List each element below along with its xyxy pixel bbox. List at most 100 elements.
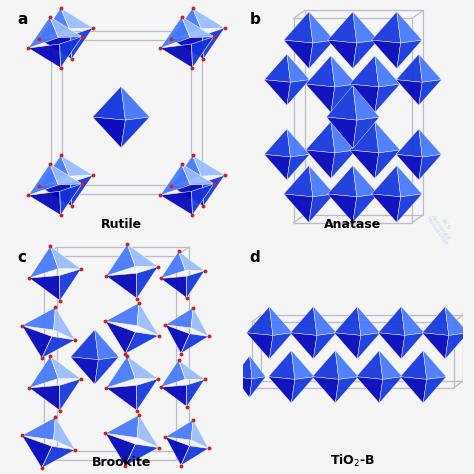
Polygon shape <box>335 350 358 379</box>
Polygon shape <box>234 356 252 379</box>
Polygon shape <box>106 244 135 276</box>
Polygon shape <box>312 377 339 403</box>
Polygon shape <box>309 194 334 222</box>
Polygon shape <box>264 54 291 82</box>
Polygon shape <box>350 55 379 87</box>
Polygon shape <box>372 165 401 197</box>
Polygon shape <box>419 155 442 180</box>
Polygon shape <box>28 191 61 215</box>
Polygon shape <box>328 194 357 222</box>
Polygon shape <box>306 121 335 153</box>
Polygon shape <box>105 415 139 438</box>
Polygon shape <box>181 334 209 354</box>
Polygon shape <box>191 308 209 337</box>
Polygon shape <box>306 55 335 87</box>
Polygon shape <box>397 165 422 197</box>
Polygon shape <box>350 150 379 179</box>
Polygon shape <box>357 306 380 336</box>
Polygon shape <box>39 155 69 186</box>
Polygon shape <box>283 165 313 197</box>
Polygon shape <box>250 377 266 398</box>
Polygon shape <box>268 377 295 403</box>
Polygon shape <box>61 155 93 176</box>
Polygon shape <box>28 164 58 195</box>
Polygon shape <box>445 306 468 336</box>
Polygon shape <box>401 306 424 336</box>
Polygon shape <box>179 251 205 271</box>
Polygon shape <box>375 150 400 179</box>
Polygon shape <box>309 11 334 43</box>
Polygon shape <box>71 329 98 360</box>
Polygon shape <box>396 80 422 105</box>
Polygon shape <box>106 356 135 388</box>
Polygon shape <box>379 377 402 403</box>
Polygon shape <box>269 306 292 336</box>
Polygon shape <box>397 194 422 222</box>
Polygon shape <box>350 121 379 153</box>
Polygon shape <box>334 333 361 359</box>
Polygon shape <box>161 360 185 387</box>
Polygon shape <box>334 306 361 336</box>
Polygon shape <box>171 155 201 186</box>
Polygon shape <box>397 11 422 43</box>
Polygon shape <box>165 308 193 328</box>
Polygon shape <box>22 436 52 468</box>
Polygon shape <box>419 80 442 105</box>
Polygon shape <box>356 350 383 379</box>
Polygon shape <box>269 333 292 359</box>
Polygon shape <box>165 420 193 440</box>
Polygon shape <box>396 54 422 82</box>
Polygon shape <box>372 194 401 222</box>
Polygon shape <box>186 379 205 407</box>
Polygon shape <box>50 164 82 185</box>
Text: Rutile: Rutile <box>100 218 142 231</box>
Polygon shape <box>60 36 82 68</box>
Polygon shape <box>29 385 60 410</box>
Polygon shape <box>312 350 339 379</box>
Polygon shape <box>445 333 468 359</box>
Polygon shape <box>246 333 273 359</box>
Polygon shape <box>105 303 139 326</box>
Polygon shape <box>71 357 98 384</box>
Polygon shape <box>422 333 449 359</box>
Polygon shape <box>22 326 52 358</box>
Polygon shape <box>283 40 313 69</box>
Polygon shape <box>419 54 442 82</box>
Polygon shape <box>125 332 159 354</box>
Polygon shape <box>313 333 337 359</box>
Polygon shape <box>137 415 159 447</box>
Polygon shape <box>92 117 126 148</box>
Polygon shape <box>28 17 58 48</box>
Polygon shape <box>396 129 422 157</box>
Polygon shape <box>54 417 75 450</box>
Polygon shape <box>125 444 159 466</box>
Polygon shape <box>283 11 313 43</box>
Polygon shape <box>22 417 55 440</box>
Polygon shape <box>95 329 119 360</box>
Polygon shape <box>268 350 295 379</box>
Polygon shape <box>375 84 400 113</box>
Polygon shape <box>401 333 424 359</box>
Polygon shape <box>128 244 158 267</box>
Polygon shape <box>292 377 314 403</box>
Polygon shape <box>160 17 190 48</box>
Polygon shape <box>29 246 58 278</box>
Polygon shape <box>50 356 81 379</box>
Polygon shape <box>379 350 402 379</box>
Polygon shape <box>306 84 335 113</box>
Polygon shape <box>181 446 209 465</box>
Polygon shape <box>372 11 401 43</box>
Polygon shape <box>287 155 310 180</box>
Polygon shape <box>165 325 190 354</box>
Polygon shape <box>423 350 447 379</box>
Polygon shape <box>160 44 192 68</box>
Polygon shape <box>106 385 137 410</box>
Polygon shape <box>160 164 190 195</box>
Polygon shape <box>92 86 126 120</box>
Polygon shape <box>42 447 75 468</box>
Polygon shape <box>171 35 203 59</box>
Polygon shape <box>121 86 150 120</box>
Polygon shape <box>400 377 427 403</box>
Polygon shape <box>105 321 136 354</box>
Text: a: a <box>18 12 28 27</box>
